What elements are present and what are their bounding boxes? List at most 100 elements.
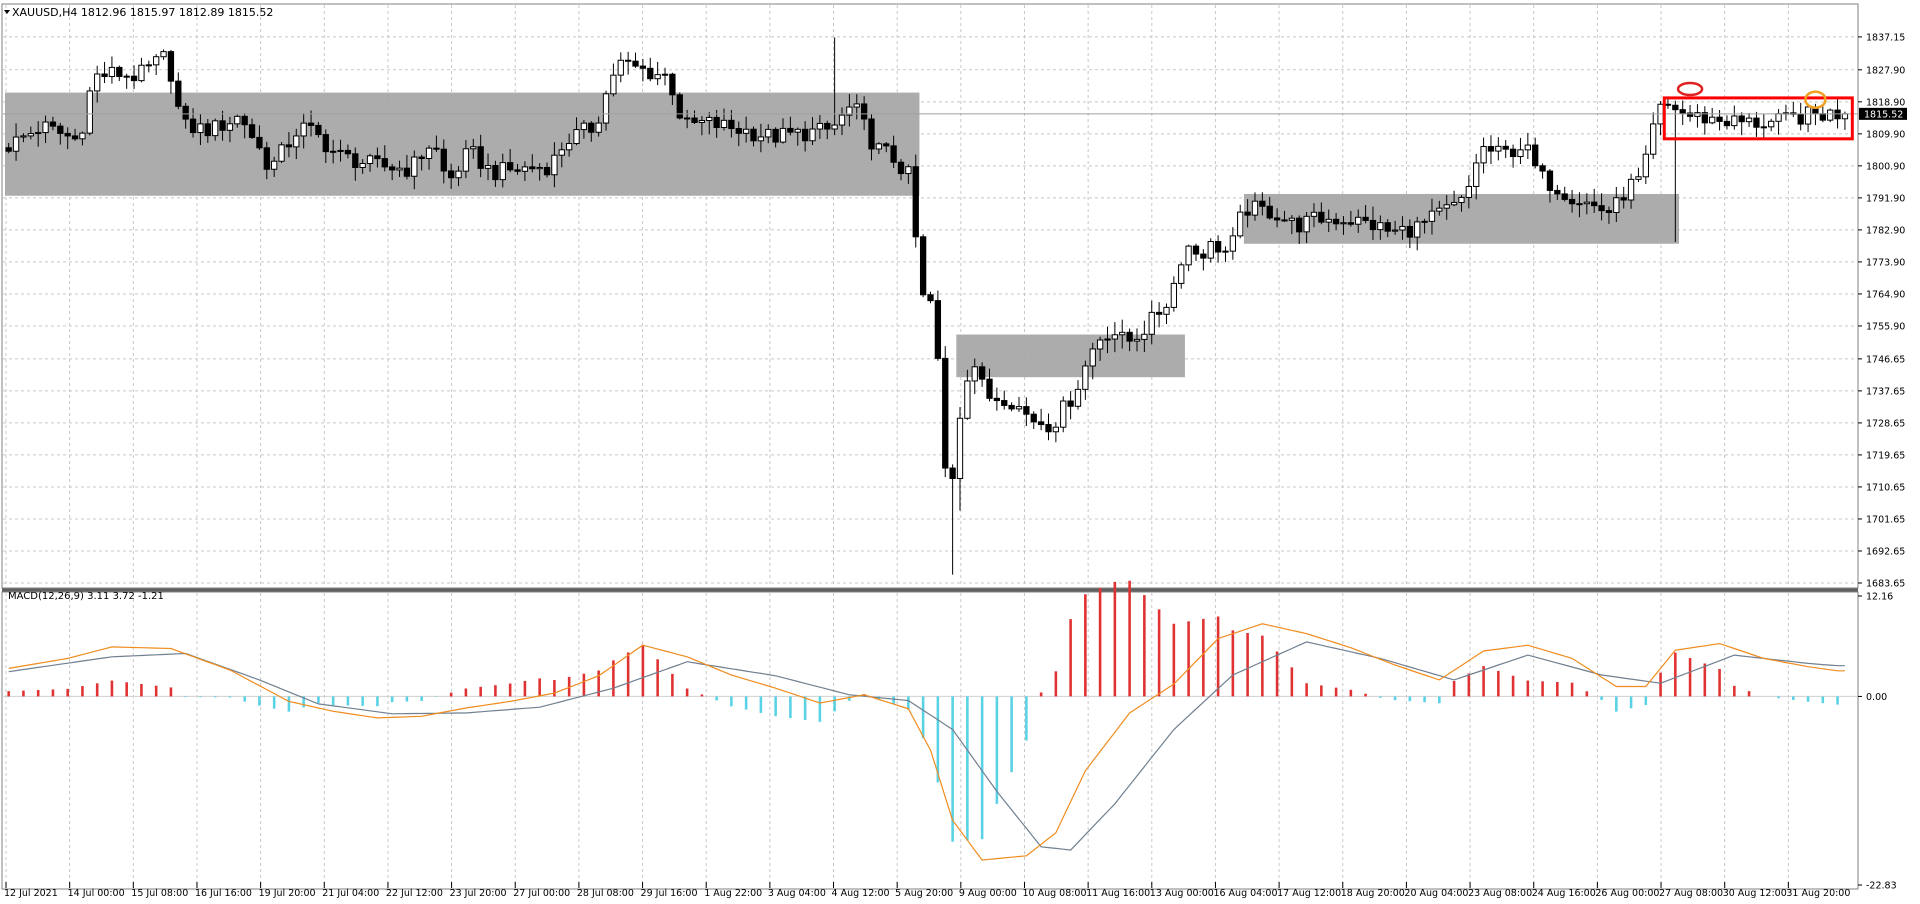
candle[interactable] [1760, 113, 1767, 139]
candle[interactable] [1804, 103, 1812, 133]
candle[interactable] [396, 160, 403, 177]
candle[interactable] [1458, 195, 1465, 212]
candle[interactable] [558, 142, 565, 168]
candle[interactable] [1185, 244, 1192, 272]
candle[interactable] [698, 116, 706, 136]
candle[interactable] [1119, 319, 1126, 349]
candle[interactable] [1391, 220, 1399, 235]
candle[interactable] [49, 116, 57, 131]
candle[interactable] [956, 407, 964, 511]
candle[interactable] [883, 142, 890, 153]
candle[interactable] [573, 117, 580, 146]
candle[interactable] [20, 133, 27, 143]
candle[interactable] [993, 387, 1001, 411]
candle[interactable] [1001, 390, 1008, 410]
candle[interactable] [219, 110, 226, 141]
candle[interactable] [1200, 249, 1207, 271]
macd-main-line[interactable] [8, 623, 1845, 861]
candle[interactable] [1583, 193, 1590, 215]
candle[interactable] [322, 129, 329, 163]
candle[interactable] [182, 103, 189, 129]
candle[interactable] [1679, 100, 1686, 125]
candle[interactable] [12, 123, 20, 161]
candle[interactable] [123, 73, 130, 89]
candle[interactable] [1406, 219, 1413, 249]
candle[interactable] [285, 132, 293, 158]
candle[interactable] [212, 118, 219, 141]
candle[interactable] [1568, 189, 1576, 213]
candle[interactable] [153, 54, 160, 75]
candle[interactable] [167, 49, 175, 94]
candle[interactable] [1620, 186, 1627, 209]
candle[interactable] [374, 147, 381, 168]
candle[interactable] [654, 61, 661, 86]
candle[interactable] [1192, 243, 1200, 261]
candle[interactable] [610, 63, 617, 97]
candle[interactable] [1753, 111, 1760, 137]
candle[interactable] [1384, 219, 1391, 238]
candle[interactable] [588, 121, 595, 142]
candle[interactable] [1214, 235, 1222, 263]
candle[interactable] [1037, 408, 1045, 431]
candle[interactable] [1163, 303, 1170, 325]
candle[interactable] [669, 72, 676, 105]
candle[interactable] [787, 116, 794, 136]
candle[interactable] [632, 52, 639, 68]
candle[interactable] [1465, 175, 1472, 209]
candle[interactable] [853, 94, 860, 120]
candle[interactable] [425, 145, 433, 170]
candle[interactable] [1502, 139, 1509, 159]
candle[interactable] [1237, 204, 1244, 239]
candle[interactable] [1591, 188, 1598, 213]
candle[interactable] [720, 108, 728, 131]
candle[interactable] [1259, 192, 1266, 216]
candle[interactable] [750, 126, 757, 147]
candle[interactable] [116, 65, 123, 82]
candle[interactable] [315, 122, 322, 138]
candle[interactable] [595, 116, 602, 137]
candle[interactable] [868, 114, 875, 161]
candle[interactable] [691, 110, 698, 124]
candle[interactable] [1126, 328, 1133, 352]
candle[interactable] [912, 154, 919, 248]
candle[interactable] [462, 140, 470, 179]
candle[interactable] [197, 113, 204, 146]
candle[interactable] [543, 162, 551, 178]
candle[interactable] [964, 369, 971, 420]
candle[interactable] [971, 358, 978, 395]
candle-layer[interactable] [5, 37, 1849, 575]
candle[interactable] [1443, 195, 1450, 220]
candle[interactable] [1141, 320, 1148, 353]
candle[interactable] [204, 119, 211, 143]
candle[interactable] [934, 290, 942, 361]
candle[interactable] [248, 118, 256, 139]
candle[interactable] [1598, 193, 1605, 221]
candle[interactable] [86, 86, 93, 136]
candle[interactable] [846, 94, 853, 127]
candle[interactable] [278, 142, 285, 164]
candle[interactable] [366, 153, 374, 172]
candle[interactable] [1340, 216, 1347, 235]
candle[interactable] [1060, 396, 1067, 433]
candle[interactable] [1450, 190, 1458, 207]
candle[interactable] [683, 109, 691, 129]
candle[interactable] [1089, 342, 1096, 380]
candle[interactable] [418, 154, 425, 171]
candle[interactable] [661, 67, 669, 86]
candle[interactable] [477, 134, 484, 178]
candle[interactable] [1266, 196, 1273, 220]
candle[interactable] [1524, 132, 1531, 160]
candle[interactable] [1686, 105, 1694, 122]
candle[interactable] [411, 150, 418, 190]
candle[interactable] [905, 164, 912, 184]
candle[interactable] [1487, 135, 1495, 165]
candle[interactable] [5, 142, 12, 154]
candle[interactable] [1605, 206, 1613, 224]
candle[interactable] [1273, 208, 1281, 228]
candle[interactable] [440, 139, 447, 184]
candle[interactable] [890, 135, 897, 169]
candle[interactable] [1576, 192, 1583, 218]
candle[interactable] [1332, 213, 1340, 231]
candle[interactable] [949, 464, 956, 575]
candle[interactable] [647, 57, 654, 82]
